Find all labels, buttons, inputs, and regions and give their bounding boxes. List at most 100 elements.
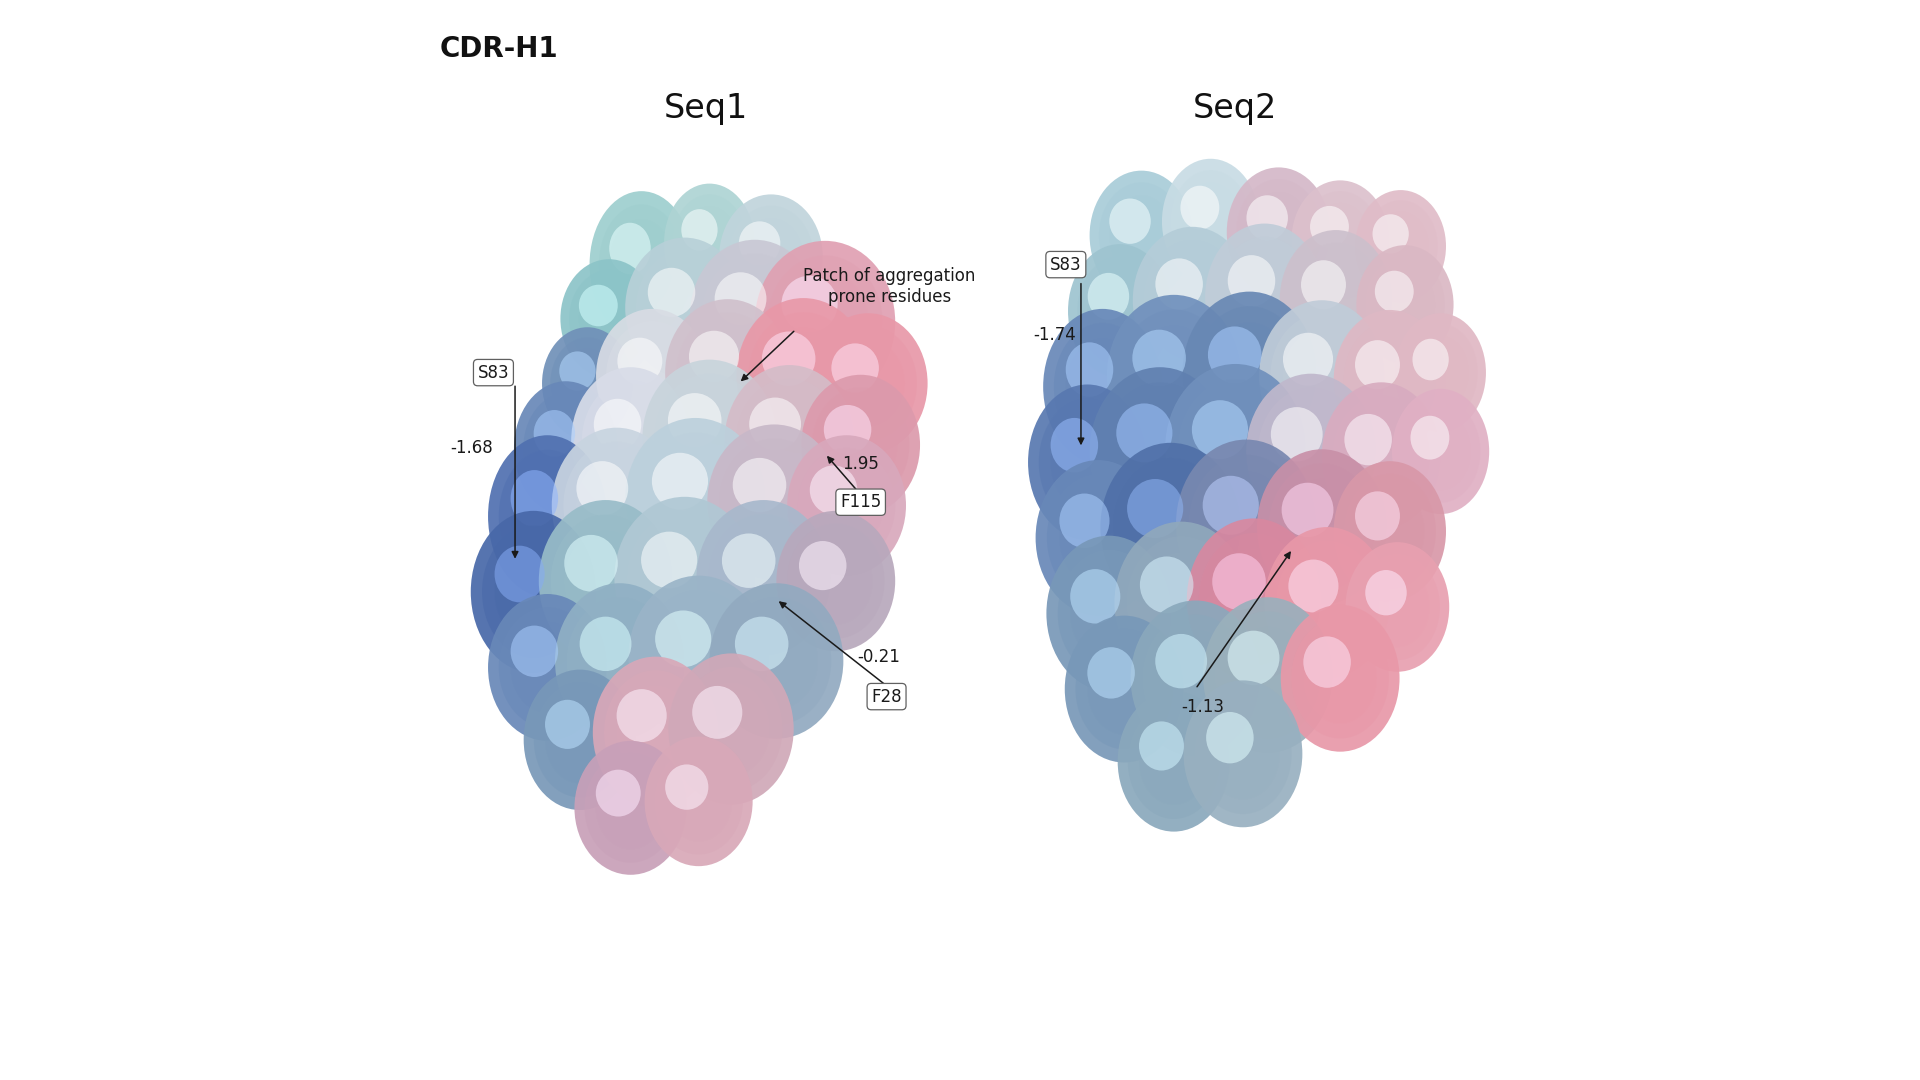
Ellipse shape xyxy=(1283,478,1361,576)
Ellipse shape xyxy=(1060,494,1110,548)
Ellipse shape xyxy=(1142,615,1248,742)
Ellipse shape xyxy=(1304,636,1352,688)
Ellipse shape xyxy=(1411,416,1450,460)
Text: CDR-H1: CDR-H1 xyxy=(440,35,559,63)
Ellipse shape xyxy=(824,405,872,454)
Ellipse shape xyxy=(618,338,662,384)
Ellipse shape xyxy=(799,538,872,624)
Ellipse shape xyxy=(643,360,776,515)
Ellipse shape xyxy=(499,607,595,728)
Ellipse shape xyxy=(1046,536,1171,691)
Ellipse shape xyxy=(1181,183,1240,260)
Ellipse shape xyxy=(1208,322,1290,423)
Ellipse shape xyxy=(701,254,808,377)
Ellipse shape xyxy=(1215,611,1321,739)
Ellipse shape xyxy=(1202,476,1260,535)
Ellipse shape xyxy=(609,219,674,310)
Ellipse shape xyxy=(607,321,699,431)
Ellipse shape xyxy=(641,528,728,627)
Ellipse shape xyxy=(1283,333,1332,386)
Ellipse shape xyxy=(1344,414,1392,465)
Ellipse shape xyxy=(1373,214,1409,254)
Ellipse shape xyxy=(1127,480,1183,538)
Ellipse shape xyxy=(1271,403,1352,500)
Ellipse shape xyxy=(626,418,766,580)
Ellipse shape xyxy=(1140,553,1223,652)
Ellipse shape xyxy=(1069,569,1119,623)
Ellipse shape xyxy=(1066,616,1183,762)
Ellipse shape xyxy=(614,497,755,659)
Ellipse shape xyxy=(1413,336,1469,409)
Ellipse shape xyxy=(1375,271,1413,312)
Ellipse shape xyxy=(1110,199,1150,244)
Ellipse shape xyxy=(1114,522,1248,684)
Ellipse shape xyxy=(1275,541,1379,664)
Ellipse shape xyxy=(1188,455,1304,593)
Ellipse shape xyxy=(1156,255,1229,346)
Ellipse shape xyxy=(555,583,685,739)
Ellipse shape xyxy=(1183,292,1317,454)
Ellipse shape xyxy=(1292,618,1388,739)
Ellipse shape xyxy=(495,545,545,603)
Ellipse shape xyxy=(595,767,666,849)
Ellipse shape xyxy=(1100,443,1240,611)
Ellipse shape xyxy=(749,394,829,487)
Ellipse shape xyxy=(655,606,743,707)
Ellipse shape xyxy=(524,670,636,810)
Ellipse shape xyxy=(682,210,718,251)
Ellipse shape xyxy=(653,448,739,549)
Ellipse shape xyxy=(1227,167,1331,297)
Ellipse shape xyxy=(551,515,660,648)
Ellipse shape xyxy=(1110,195,1173,275)
Ellipse shape xyxy=(1292,180,1388,299)
Ellipse shape xyxy=(1356,554,1440,660)
Ellipse shape xyxy=(682,206,737,280)
Ellipse shape xyxy=(595,770,641,816)
Ellipse shape xyxy=(1246,192,1311,272)
Ellipse shape xyxy=(831,343,879,392)
Ellipse shape xyxy=(1344,474,1436,589)
Ellipse shape xyxy=(1206,224,1325,370)
Ellipse shape xyxy=(1258,388,1363,515)
Ellipse shape xyxy=(781,271,868,372)
Ellipse shape xyxy=(1302,257,1371,343)
Ellipse shape xyxy=(722,529,804,626)
Ellipse shape xyxy=(655,610,710,667)
Ellipse shape xyxy=(1194,307,1304,438)
Text: Seq2: Seq2 xyxy=(1192,92,1277,125)
Ellipse shape xyxy=(572,367,689,514)
Ellipse shape xyxy=(499,449,595,583)
Ellipse shape xyxy=(470,511,595,673)
Ellipse shape xyxy=(564,535,618,592)
Ellipse shape xyxy=(1356,340,1400,389)
Ellipse shape xyxy=(1309,206,1350,247)
Text: 1.95: 1.95 xyxy=(843,456,879,473)
Ellipse shape xyxy=(561,259,657,378)
Ellipse shape xyxy=(1156,634,1208,688)
Ellipse shape xyxy=(628,576,768,738)
Text: -1.74: -1.74 xyxy=(1033,326,1077,343)
Ellipse shape xyxy=(739,218,803,296)
Ellipse shape xyxy=(799,448,895,563)
Ellipse shape xyxy=(534,407,597,489)
Text: S83: S83 xyxy=(1050,256,1081,273)
Ellipse shape xyxy=(1363,200,1438,293)
Ellipse shape xyxy=(540,500,672,662)
Ellipse shape xyxy=(545,697,614,783)
Text: F28: F28 xyxy=(872,688,902,705)
Ellipse shape xyxy=(708,514,818,642)
Ellipse shape xyxy=(1356,190,1446,302)
Ellipse shape xyxy=(1404,324,1478,421)
Ellipse shape xyxy=(710,583,843,739)
Ellipse shape xyxy=(1187,518,1321,680)
Ellipse shape xyxy=(653,453,708,510)
Ellipse shape xyxy=(1215,237,1313,357)
Ellipse shape xyxy=(1344,410,1419,501)
Ellipse shape xyxy=(1334,461,1446,602)
Ellipse shape xyxy=(637,432,753,565)
Ellipse shape xyxy=(1356,245,1453,364)
Ellipse shape xyxy=(655,748,743,854)
Ellipse shape xyxy=(768,256,883,388)
Ellipse shape xyxy=(668,653,793,805)
Ellipse shape xyxy=(689,327,766,418)
